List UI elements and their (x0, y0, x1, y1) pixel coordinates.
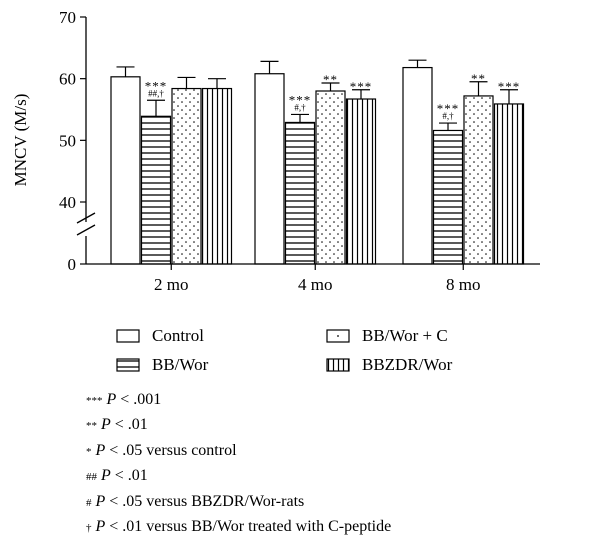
x-tick-label-8mo: 8 mo (446, 275, 480, 294)
significance-label-3-0: *** (350, 79, 373, 94)
footnote-p: P (95, 441, 106, 459)
y-tick-label-0: 0 (68, 255, 77, 274)
y-tick-label-60: 60 (59, 70, 76, 89)
footnote-p: P (106, 391, 117, 408)
significance-label-6-0: *** (498, 79, 521, 94)
y-tick-label-50: 50 (59, 131, 76, 150)
bar-bb-wor-c-2mo (171, 87, 202, 265)
footnote-marker: ## (86, 471, 97, 484)
footnotes: *** P < .001 ** P < .01 * P < .05 versus co… (86, 388, 391, 540)
bar-bbzdr-wor-8mo (493, 103, 525, 265)
annotations-layer: ***##,† ***#,†** ******#,†***** (145, 71, 521, 121)
footnote-marker: # (86, 496, 92, 509)
footnote-text: < .01 (110, 416, 148, 434)
bar-bb-wor-c-4mo (315, 90, 346, 265)
y-tick-label-40: 40 (59, 193, 76, 212)
footnote-text: < .05 versus control (105, 441, 237, 459)
footnote-marker: ** (86, 420, 97, 433)
legend-item-bb-wor: BB/Wor (116, 355, 208, 375)
bar-control-4mo (254, 73, 285, 265)
axis-break-mark-upper (76, 212, 96, 224)
footnote-hash-p05: # P < .05 versus BBZDR/Wor-rats (86, 490, 391, 515)
bar-bbzdr-wor-2mo (201, 87, 233, 265)
footnote-p: P (95, 518, 106, 536)
footnote-text: < .001 (116, 391, 162, 408)
bar-bb-wor-8mo (432, 129, 464, 265)
bar-control-2mo (110, 76, 141, 265)
bar-bbzdr-wor-4mo (345, 98, 377, 265)
legend-swatch-control (116, 329, 140, 343)
footnote-marker: † (86, 522, 92, 535)
significance-label-2-0: ** (323, 72, 338, 87)
significance-label-5-0: ** (471, 71, 486, 86)
legend-item-control: Control (116, 326, 204, 346)
significance-label-1-0: *** (289, 92, 312, 107)
legend-label-bb-wor: BB/Wor (152, 355, 209, 374)
axis-break-mark-lower (76, 224, 96, 236)
significance-label-0-1: ##,† (148, 88, 164, 98)
footnote-text: < .01 (110, 467, 148, 485)
y-axis-label: MNCV (M/s) (11, 94, 30, 187)
footnote-p: P (101, 467, 111, 485)
bar-bb-wor-c-8mo (463, 95, 494, 265)
bars-layer (110, 59, 525, 265)
x-tick-label-4mo: 4 mo (298, 275, 332, 294)
footnote-p: P (101, 416, 111, 434)
footnote-marker: * (86, 445, 92, 458)
footnote-dagger-p01: † P < .01 versus BB/Wor treated with C-pe… (86, 515, 391, 540)
significance-label-4-0: *** (437, 101, 460, 116)
legend-item-bb-wor-c: BB/Wor + C (326, 326, 448, 346)
significance-label-4-1: #,† (442, 111, 454, 121)
footnote-p01: ** P < .01 (86, 413, 391, 438)
significance-label-1-1: #,† (294, 102, 306, 112)
legend-item-bbzdr-wor: BBZDR/Wor (326, 355, 452, 375)
legend-swatch-bb-wor (116, 358, 140, 372)
bar-control-8mo (402, 66, 433, 265)
footnote-p: P (95, 492, 106, 510)
footnote-text: < .01 versus BB/Wor treated with C-pepti… (105, 518, 392, 536)
legend: Control BB/Wor + C BB/Wor BBZDR/Wor (116, 326, 556, 380)
significance-label-0-0: *** (145, 78, 168, 93)
footnote-marker: *** (86, 395, 103, 407)
bar-bb-wor-4mo (284, 121, 316, 265)
y-tick-label-70: 70 (59, 8, 76, 27)
legend-swatch-bb-wor-c (326, 329, 350, 343)
axes-layer: 0 40 50 60 70 MNCV (M/s) 2 mo 4 mo 8 mo (11, 8, 540, 294)
legend-label-control: Control (152, 326, 204, 345)
legend-label-bb-wor-c: BB/Wor + C (362, 326, 448, 345)
footnote-text: < .05 versus BBZDR/Wor-rats (105, 492, 305, 510)
legend-swatch-bbzdr-wor (326, 358, 350, 372)
bar-bb-wor-2mo (140, 115, 172, 265)
x-tick-label-2mo: 2 mo (154, 275, 188, 294)
footnote-hash-p01: ## P < .01 (86, 464, 391, 489)
footnote-p001: *** P < .001 (86, 388, 391, 413)
footnote-p05-control: * P < .05 versus control (86, 439, 391, 464)
legend-label-bbzdr-wor: BBZDR/Wor (362, 355, 453, 374)
